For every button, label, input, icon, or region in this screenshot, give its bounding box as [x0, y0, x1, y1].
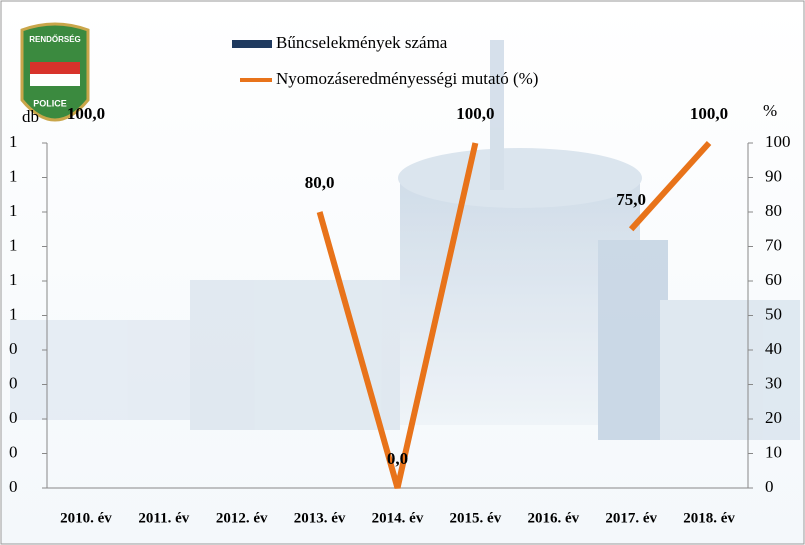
- x-tick-label: 2014. év: [372, 510, 424, 526]
- x-tick-label: 2013. év: [294, 510, 346, 526]
- data-label: 100,0: [67, 104, 105, 123]
- y-tick-label: 1: [9, 304, 18, 323]
- y-tick-label: 0: [9, 477, 18, 496]
- y-tick-label: 0: [9, 339, 18, 358]
- x-tick-label: 2012. év: [216, 510, 268, 526]
- y2-tick-label: 30: [765, 373, 782, 392]
- x-tick-label: 2016. év: [527, 510, 579, 526]
- data-label: 80,0: [305, 173, 335, 192]
- y-axis-label: db: [22, 107, 39, 126]
- x-tick-label: 2011. év: [138, 510, 189, 526]
- y-tick-label: 1: [9, 235, 18, 254]
- y-tick-label: 1: [9, 166, 18, 185]
- x-tick-label: 2015. év: [450, 510, 502, 526]
- y-tick-label: 1: [9, 201, 18, 220]
- y2-tick-label: 0: [765, 477, 774, 496]
- y2-tick-label: 70: [765, 235, 782, 254]
- y2-tick-label: 100: [765, 132, 791, 151]
- y-tick-label: 1: [9, 270, 18, 289]
- y-tick-label: 0: [9, 442, 18, 461]
- y-tick-label: 0: [9, 373, 18, 392]
- legend-label: Nyomozáseredményességi mutató (%): [276, 69, 538, 88]
- y2-tick-label: 50: [765, 304, 782, 323]
- legend-swatch: [232, 40, 272, 48]
- y2-tick-label: 20: [765, 408, 782, 427]
- logo-text: RENDŐRSÉG: [29, 35, 81, 44]
- x-tick-label: 2017. év: [605, 510, 657, 526]
- y2-tick-label: 90: [765, 166, 782, 185]
- data-label: 100,0: [456, 104, 494, 123]
- y2-tick-label: 60: [765, 270, 782, 289]
- y2-tick-label: 80: [765, 201, 782, 220]
- x-tick-label: 2018. év: [683, 510, 735, 526]
- data-label: 75,0: [616, 190, 646, 209]
- y-tick-label: 0: [9, 408, 18, 427]
- data-label: 100,0: [690, 104, 728, 123]
- data-label: 0,0: [387, 449, 408, 468]
- y2-axis-label: %: [763, 101, 777, 120]
- chart: RENDŐRSÉG POLICE db % 000001111110102030…: [0, 0, 805, 545]
- legend-label: Bűncselekmények száma: [276, 33, 448, 52]
- x-tick-label: 2010. év: [60, 510, 112, 526]
- y2-tick-label: 40: [765, 339, 782, 358]
- y-tick-label: 1: [9, 132, 18, 151]
- y2-tick-label: 10: [765, 442, 782, 461]
